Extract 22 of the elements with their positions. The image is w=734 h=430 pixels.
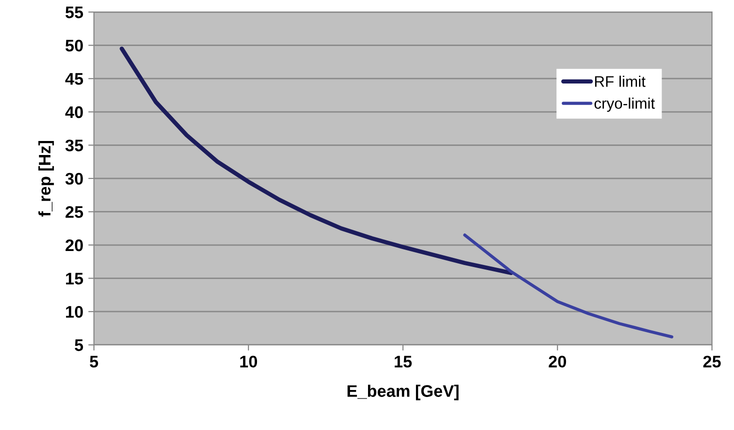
y-tick-label: 25 (66, 206, 84, 218)
x-tick-label: 10 (240, 356, 258, 368)
line-series (120, 46, 514, 276)
x-tick-label: 15 (394, 356, 412, 368)
legend-label: cryo-limit (594, 98, 655, 112)
y-tick-label: 20 (66, 239, 83, 252)
y-tick-label: 30 (65, 172, 83, 185)
y-tick-label: 55 (66, 6, 84, 18)
x-tick-label: 25 (703, 356, 721, 368)
y-tick-label: 50 (66, 40, 83, 52)
y-tick-label: 5 (74, 339, 84, 352)
y-tick-label: 35 (65, 140, 84, 152)
y-axis-title: f_rep [Hz] (38, 140, 54, 217)
y-tick-label: 40 (65, 106, 83, 118)
x-tick-label: 20 (548, 356, 566, 368)
y-tick-label: 15 (66, 272, 84, 284)
y-tick-label: 45 (65, 73, 84, 85)
x-axis-title: E_beam [GeV] (348, 384, 459, 400)
y-tick-label: 10 (66, 306, 83, 318)
line-series (463, 234, 674, 338)
legend-label: RF limit (595, 76, 646, 87)
x-tick-label: 5 (90, 356, 98, 368)
